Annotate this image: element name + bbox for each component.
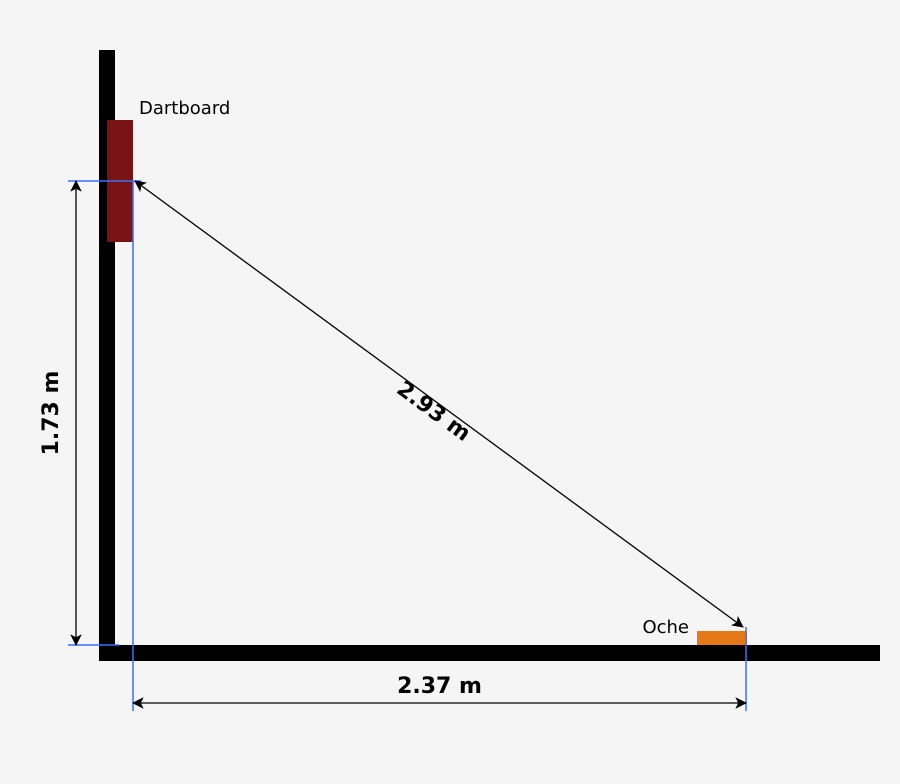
canvas-bg: [0, 0, 900, 784]
dim-height-label: 1.73 m: [39, 371, 64, 456]
dartboard-label: Dartboard: [139, 98, 230, 119]
dim-horizontal-label: 2.37 m: [397, 674, 482, 699]
floor: [99, 645, 880, 661]
oche-label: Oche: [642, 617, 689, 638]
oche: [697, 631, 747, 645]
